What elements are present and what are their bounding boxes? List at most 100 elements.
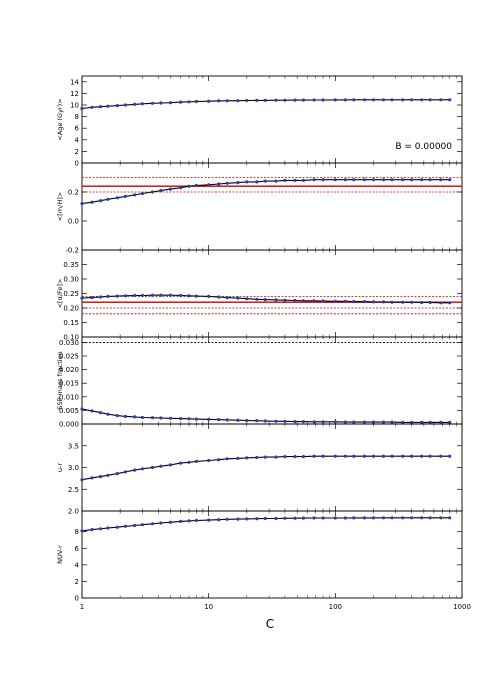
fit-line <box>81 455 450 481</box>
data-point <box>301 516 305 520</box>
data-point <box>207 183 211 187</box>
data-point <box>187 184 191 188</box>
y-tick-label: 0.000 <box>59 421 79 429</box>
data-point <box>381 178 386 182</box>
data-point <box>217 458 221 462</box>
data-point <box>439 420 443 424</box>
data-point <box>150 101 155 105</box>
data-point <box>207 458 211 463</box>
data-point <box>80 478 84 482</box>
data-point <box>207 294 211 298</box>
data-point <box>263 179 267 183</box>
data-point <box>245 456 249 460</box>
y-axis-title: <[m/H]> <box>56 192 64 221</box>
data-point <box>159 101 163 105</box>
data-point <box>439 301 443 305</box>
y-tick-label: 0.2 <box>68 189 79 197</box>
y-tick-label: 0.010 <box>59 393 79 401</box>
data-point <box>187 519 191 523</box>
fit-line <box>81 408 450 423</box>
data-point <box>123 194 127 198</box>
data-point <box>159 293 163 297</box>
data-point <box>207 417 211 421</box>
data-point <box>390 178 394 182</box>
data-point <box>439 454 443 458</box>
y-tick-label: 0.35 <box>63 261 79 269</box>
data-point <box>217 99 221 103</box>
y-tick-label: 8 <box>75 528 79 536</box>
y-axis-title: <Age (Gyr)> <box>56 98 64 140</box>
data-point <box>168 520 173 524</box>
data-point <box>343 98 347 102</box>
panel-1: 0 2 4 6 8 10 12 14 <Age (Gyr)> B = 0.00000 <box>56 75 463 168</box>
data-point <box>236 418 240 422</box>
data-point <box>312 178 316 182</box>
data-point <box>343 299 347 303</box>
y-tick-label: 8 <box>75 113 79 121</box>
data-point <box>133 293 137 298</box>
data-point <box>98 411 103 415</box>
data-point <box>150 522 155 526</box>
data-point <box>115 294 119 298</box>
data-point <box>115 104 119 108</box>
data-point <box>207 99 211 103</box>
data-point <box>255 98 259 102</box>
data-point <box>333 516 337 520</box>
data-point <box>410 300 414 304</box>
data-point <box>410 420 414 424</box>
panel-6: 0 2 4 6 8 NUV-r <box>56 510 463 603</box>
data-point <box>439 178 443 182</box>
data-point <box>448 516 452 520</box>
data-point <box>194 183 198 188</box>
data-point <box>439 98 443 102</box>
data-point <box>301 420 305 424</box>
data-point <box>225 517 229 521</box>
y-tick-label: 0.020 <box>59 366 79 374</box>
data-point <box>343 178 347 182</box>
data-point <box>98 527 103 531</box>
y-tick-label: 14 <box>70 78 79 86</box>
data-point <box>283 516 287 520</box>
data-point <box>301 178 305 182</box>
fit-line <box>81 99 450 110</box>
data-point <box>371 178 376 182</box>
data-point <box>115 472 119 476</box>
data-point <box>255 455 259 460</box>
data-point <box>321 299 325 303</box>
panel-5: 2.0 2.5 3.0 3.5 u-r <box>56 423 463 516</box>
y-tick-label: 0.0 <box>68 218 79 226</box>
data-point <box>106 412 110 416</box>
panel-3: 0.10 0.15 0.20 0.25 0.30 0.35 <[α/Fe]> <box>56 249 463 342</box>
data-point <box>80 202 84 206</box>
data-point <box>90 200 94 204</box>
data-point <box>80 296 84 300</box>
y-axis-title: u-r <box>56 463 64 472</box>
data-point <box>159 521 163 525</box>
panel-annotation: B = 0.00000 <box>395 142 452 152</box>
data-point <box>401 454 405 458</box>
data-point <box>312 98 316 102</box>
data-point <box>187 100 191 104</box>
y-tick-label: 2.5 <box>68 486 79 494</box>
y-tick-label: 10 <box>70 102 79 110</box>
data-point <box>420 454 424 458</box>
data-point <box>140 293 144 298</box>
data-point <box>293 420 297 424</box>
data-point <box>179 519 183 524</box>
x-tick-label: 10 <box>204 603 213 611</box>
data-point <box>140 467 144 471</box>
data-point <box>448 98 452 102</box>
data-point <box>225 296 229 300</box>
data-point <box>236 296 240 300</box>
data-point <box>236 517 240 521</box>
panel-4: 0.000 0.005 0.010 0.015 0.020 0.025 0.030 SSP m… <box>56 336 463 429</box>
data-point <box>439 516 443 520</box>
data-point <box>168 463 173 467</box>
data-point <box>283 419 287 423</box>
data-point <box>420 178 424 182</box>
x-axis-title: C <box>266 617 274 631</box>
data-point <box>150 465 155 470</box>
data-point <box>133 468 137 472</box>
data-point <box>381 420 386 424</box>
data-point <box>352 178 356 182</box>
